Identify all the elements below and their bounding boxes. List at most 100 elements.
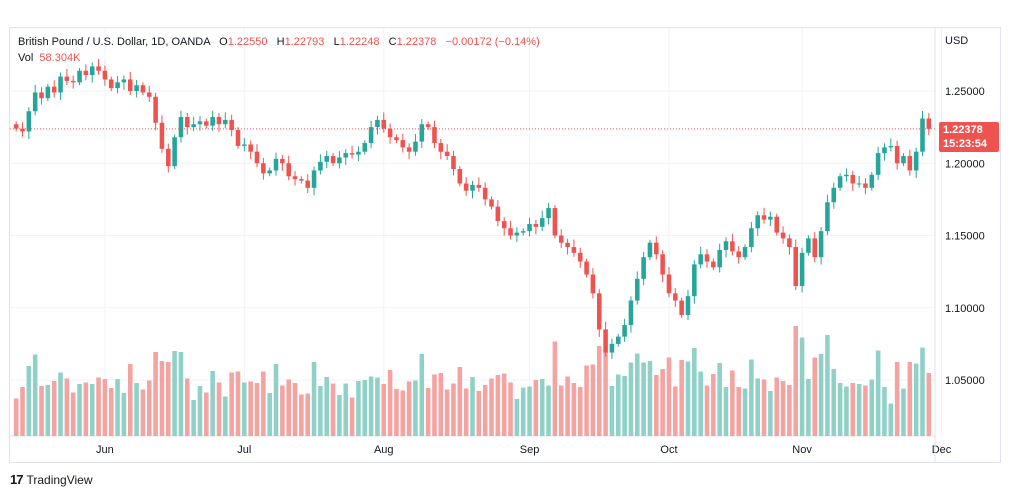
candle-body — [698, 254, 703, 265]
candle-body — [64, 76, 70, 81]
volume-bar — [882, 387, 887, 436]
volume-bar — [191, 400, 196, 436]
candle-body — [13, 124, 19, 129]
volume-bar — [318, 386, 323, 436]
candle-body — [907, 156, 913, 171]
candle-body — [77, 70, 82, 83]
candle-body — [590, 274, 596, 294]
candle-body — [679, 300, 684, 315]
volume-bar — [768, 391, 773, 436]
candle-body — [134, 85, 139, 91]
volume-bar — [261, 371, 266, 436]
candle-body — [108, 79, 114, 89]
candle-body — [51, 86, 57, 93]
candle-body — [432, 127, 437, 144]
candle-body — [742, 247, 748, 258]
chart-frame[interactable] — [9, 27, 1001, 463]
candle-body — [368, 127, 374, 144]
candle-body — [615, 336, 621, 344]
candle-body — [596, 293, 602, 330]
candle-body — [768, 216, 773, 220]
volume-bar — [299, 394, 304, 436]
candle-body — [292, 176, 298, 180]
candle-body — [711, 261, 716, 268]
volume-bar — [730, 370, 735, 436]
volume-bar — [223, 396, 228, 436]
candle-body — [273, 158, 279, 171]
close-value: 1.22378 — [396, 36, 437, 48]
volume-bar — [654, 375, 659, 436]
candle-body — [926, 118, 932, 129]
volume-bar — [387, 370, 393, 436]
volume-bar — [115, 379, 120, 436]
candle-body — [609, 343, 615, 353]
volume-bar — [749, 359, 754, 436]
volume-bar — [907, 362, 913, 436]
volume-bar — [723, 387, 729, 436]
candle-body — [242, 144, 247, 146]
volume-bar — [565, 376, 570, 436]
volume-bar — [533, 380, 539, 436]
volume-bar — [679, 360, 684, 436]
candle-body — [229, 119, 234, 131]
volume-bar — [660, 369, 665, 436]
volume-bar — [888, 403, 894, 436]
volume-bar — [178, 352, 184, 436]
candle-body — [362, 143, 368, 152]
candle-body — [444, 151, 450, 157]
candle-body — [501, 221, 507, 229]
vol-value: 58.304K — [39, 52, 81, 64]
candle-body — [191, 124, 196, 128]
volume-bar — [869, 379, 875, 436]
volume-bar — [425, 388, 431, 436]
candle-body — [806, 238, 811, 253]
volume-bar — [159, 361, 165, 436]
open-label: O — [219, 36, 228, 48]
volume-bar — [337, 395, 342, 436]
volume-bar — [32, 354, 38, 436]
candle-body — [457, 169, 463, 184]
volume-bar — [451, 383, 456, 436]
candle-body — [647, 242, 653, 258]
candle-body — [83, 70, 89, 76]
candle-body — [856, 183, 862, 185]
volume-bar — [495, 375, 501, 436]
volume-bar — [558, 385, 564, 436]
candle-body — [666, 274, 672, 294]
volume-bar — [210, 371, 215, 436]
volume-bar — [146, 380, 152, 436]
candle-body — [70, 80, 76, 83]
candle-body — [489, 199, 494, 207]
volume-bar — [685, 361, 691, 436]
candle-body — [400, 140, 406, 148]
volume-bar — [242, 382, 247, 436]
tradingview-branding[interactable]: 17 TradingView — [10, 472, 93, 487]
candle-body — [755, 215, 760, 229]
volume-bar — [121, 393, 127, 436]
candle-body — [685, 296, 691, 315]
candle-body — [577, 252, 583, 262]
volume-bar — [920, 347, 925, 436]
brand-name: TradingView — [26, 472, 93, 487]
volume-bar — [324, 377, 330, 436]
volume-bar — [280, 385, 285, 436]
high-value: 1.22793 — [284, 36, 325, 48]
candle-body — [45, 86, 51, 99]
volume-bar — [825, 335, 830, 436]
volume-bar — [711, 374, 716, 436]
candle-body — [850, 174, 856, 184]
candle-body — [787, 238, 792, 248]
volume-bar — [901, 388, 906, 436]
volume-bar — [755, 378, 760, 436]
volume-bar — [39, 386, 44, 436]
volume-bar — [356, 381, 361, 436]
volume-bar — [476, 391, 482, 436]
volume-bar — [844, 386, 849, 436]
volume-bar — [647, 361, 653, 436]
y-tick-label: 1.05000 — [945, 375, 985, 387]
volume-bar — [787, 385, 792, 436]
x-tick-label: Dec — [932, 444, 952, 456]
volume-bar — [343, 383, 349, 436]
candle-body — [32, 92, 38, 112]
